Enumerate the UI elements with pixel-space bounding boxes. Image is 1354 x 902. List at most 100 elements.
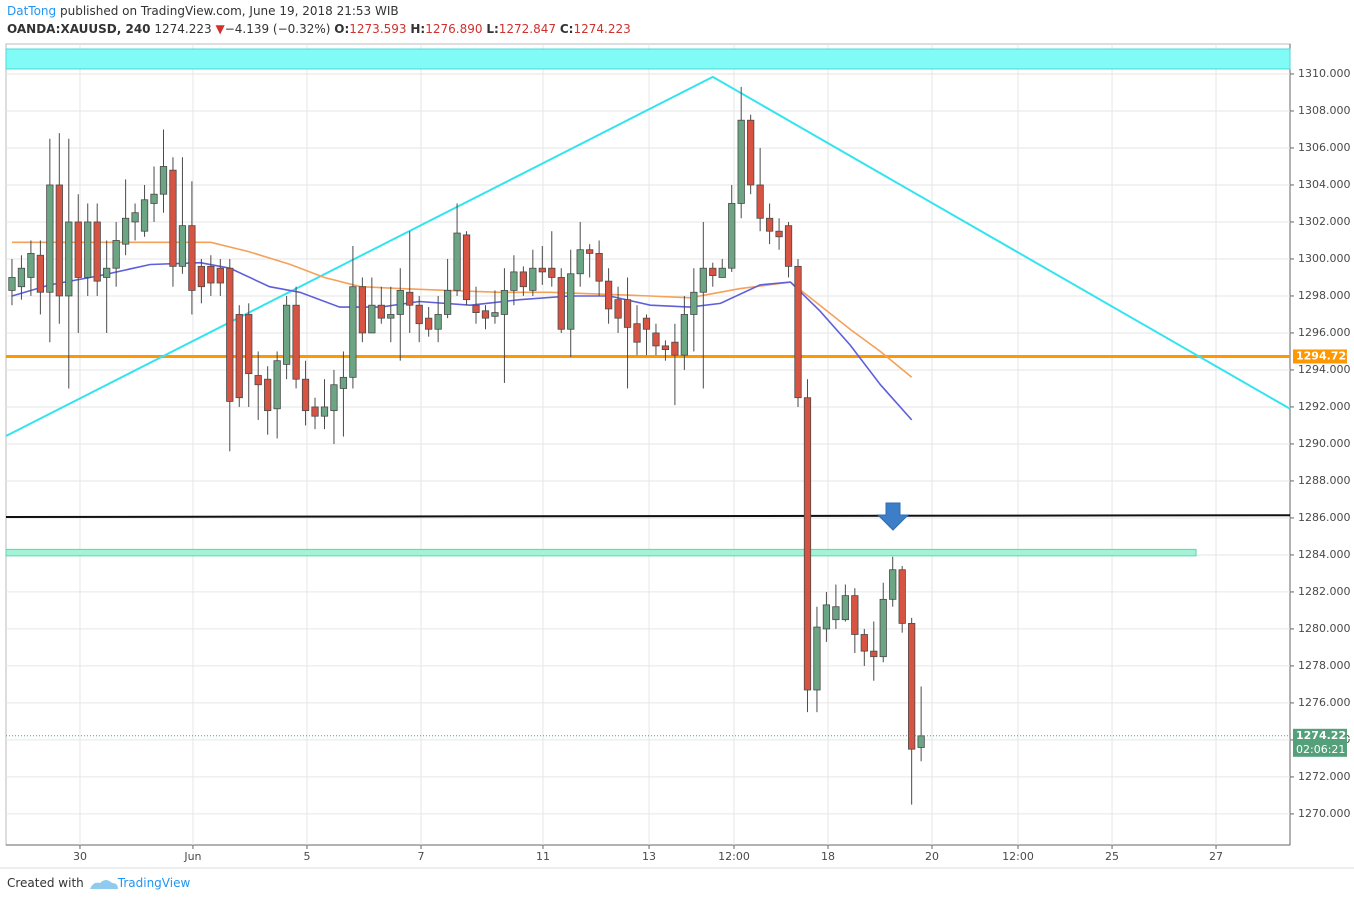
created-with: Created with: [7, 876, 84, 890]
candle-body: [756, 184, 764, 219]
candle-body: [178, 225, 187, 267]
last-price-label-bg: [1293, 728, 1347, 757]
y-tick-label: 1286.000: [1298, 511, 1351, 524]
candle-body: [519, 271, 527, 288]
x-tick-label: 20: [925, 850, 939, 863]
candle-body: [55, 184, 63, 297]
candle-body: [84, 221, 92, 278]
candle-body: [604, 280, 613, 310]
y-tick-label: 1280.000: [1298, 622, 1351, 635]
candle-body: [747, 119, 755, 186]
candle-body: [235, 314, 243, 399]
candle-body: [529, 267, 537, 291]
candle-body: [264, 378, 272, 412]
candle-body: [680, 314, 688, 356]
candle-body: [813, 626, 821, 691]
y-tick-label: 1294.000: [1298, 363, 1351, 376]
y-tick-label: 1288.000: [1298, 474, 1351, 487]
candle-body: [8, 277, 16, 291]
candle-body: [415, 304, 423, 325]
author[interactable]: DatTong: [7, 4, 57, 18]
plot-layer: [5, 44, 1291, 845]
candle-body: [870, 650, 878, 658]
candle-body: [311, 406, 319, 417]
candle-body: [481, 310, 490, 319]
price-line-label-bg: [1293, 349, 1347, 364]
y-tick-label: 1298.000: [1298, 289, 1351, 302]
candle-body: [851, 595, 859, 635]
candle-body: [500, 290, 509, 315]
candle-body: [889, 569, 897, 600]
close-label: C:: [559, 22, 574, 36]
brand[interactable]: TradingView: [117, 876, 191, 890]
y-tick-label: 1278.000: [1298, 659, 1351, 672]
low-value: 1272.847: [498, 22, 557, 36]
last-price: 1274.223: [154, 22, 212, 36]
y-tick-label: 1296.000: [1298, 326, 1351, 339]
candle-body: [377, 304, 385, 319]
publish-info: published on TradingView.com, June 19, 2…: [59, 4, 399, 18]
change: −4.139 (−0.32%): [224, 22, 331, 36]
candle-body: [510, 271, 518, 291]
moving-average: [12, 241, 913, 378]
y-tick-label: 1310.000: [1298, 67, 1351, 80]
candle-body: [425, 317, 433, 330]
candle-body: [642, 317, 651, 330]
symbol-line: OANDA:XAUUSD, 240 1274.223 ▼−4.139 (−0.3…: [7, 22, 631, 36]
symbol: OANDA:XAUUSD, 240: [7, 22, 151, 36]
candle-body: [197, 265, 205, 288]
close-value: 1274.223: [573, 22, 631, 36]
candle-body: [368, 304, 376, 334]
candle-body: [567, 273, 575, 330]
candle-body: [349, 286, 357, 378]
y-tick-label: 1290.000: [1298, 437, 1351, 450]
x-tick-label: 12:00: [1002, 850, 1034, 863]
x-tick-label: 7: [417, 850, 424, 863]
candle-body: [718, 267, 726, 278]
candle-body: [794, 265, 802, 399]
candle-body: [860, 634, 868, 652]
candle-body: [330, 384, 338, 412]
candle-body: [150, 193, 158, 204]
publish-line: DatTong published on TradingView.com, Ju…: [7, 4, 399, 18]
candle-body: [737, 119, 745, 204]
y-tick-label: 1272.000: [1298, 770, 1351, 783]
candle-body: [103, 267, 111, 278]
candle-body: [538, 267, 546, 273]
arrow-marker: [876, 502, 910, 531]
candle-body: [699, 267, 707, 293]
candle-body: [803, 397, 812, 691]
candle-body: [93, 221, 101, 282]
change-arrow: ▼: [215, 22, 225, 36]
candle-body: [65, 221, 73, 297]
candle-body: [917, 735, 925, 748]
candle-body: [661, 345, 670, 351]
candle-body: [140, 199, 149, 232]
y-tick-label: 1304.000: [1298, 178, 1351, 191]
y-tick-label: 1306.000: [1298, 141, 1351, 154]
trend-line: [5, 514, 1291, 518]
candle-body: [36, 254, 44, 293]
zone: [5, 48, 1291, 70]
candle-body: [216, 267, 224, 284]
tradingview-logo: [90, 880, 118, 889]
high-label: H:: [410, 22, 426, 36]
candle-body: [576, 249, 584, 275]
candle-body: [775, 230, 783, 238]
y-tick-label: 1270.000: [1298, 807, 1351, 820]
candle-body: [472, 304, 480, 314]
x-tick-label: 12:00: [718, 850, 750, 863]
candle-body: [207, 265, 215, 284]
open-label: O:: [334, 22, 350, 36]
candle-body: [27, 253, 35, 278]
candle-body: [623, 299, 632, 328]
footer: Created with TradingView: [7, 876, 190, 890]
candle-body: [548, 267, 556, 278]
y-tick-label: 1292.000: [1298, 400, 1351, 413]
candle-body: [121, 217, 130, 245]
candle-body: [406, 291, 414, 306]
plot-frame: [5, 43, 1291, 846]
candle-body: [453, 232, 461, 291]
candle-body: [462, 234, 471, 301]
candle-body: [169, 169, 177, 267]
